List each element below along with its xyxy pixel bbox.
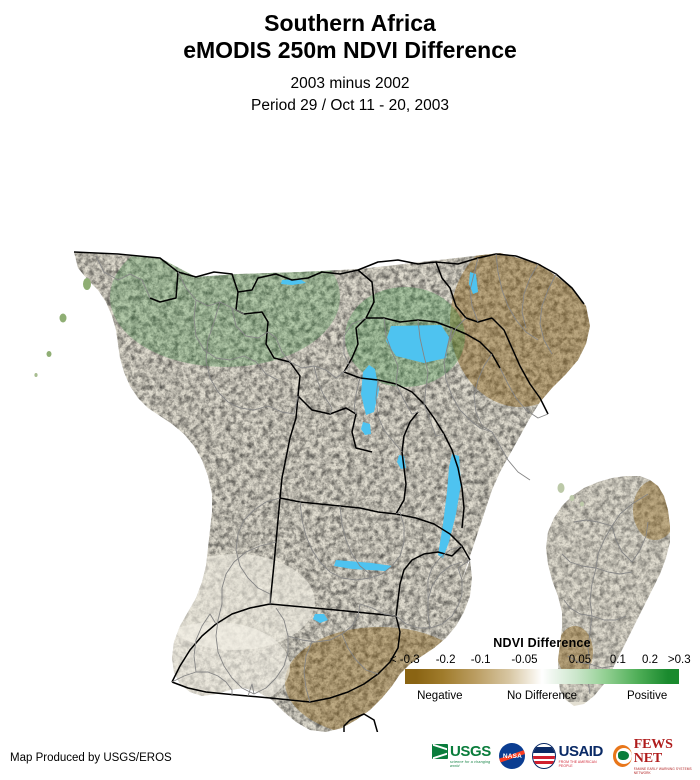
nasa-logo-text: NASA — [502, 752, 523, 760]
map-subtitle-line1: 2003 minus 2002 — [290, 75, 410, 92]
fewsnet-logo-text: FEWS NET — [633, 736, 673, 766]
legend-tick: -0.2 — [435, 654, 456, 666]
islands-group — [34, 278, 584, 507]
island-bioko — [83, 278, 91, 290]
lake-mweru — [361, 422, 371, 435]
ndvi-map[interactable] — [0, 122, 700, 732]
usaid-tagline: FROM THE AMERICAN PEOPLE — [558, 760, 597, 768]
map-subtitle-line2: Period 29 / Oct 11 - 20, 2003 — [251, 97, 449, 114]
island-comoros-3 — [580, 501, 584, 507]
lake-malawi — [438, 454, 461, 558]
legend-title: NDVI Difference — [493, 636, 591, 650]
map-title-line2: eMODIS 250m NDVI Difference — [183, 37, 517, 63]
legend-gradient-bar — [405, 669, 679, 684]
legend-category: Negative — [417, 690, 463, 702]
legend-tick: 0.05 — [568, 654, 592, 666]
usaid-logo-text: USAID — [558, 743, 604, 760]
legend-tick: 0.2 — [642, 654, 659, 666]
title-block: Southern Africa eMODIS 250m NDVI Differe… — [0, 10, 700, 117]
map-title-line1: Southern Africa — [264, 10, 436, 36]
island-annobon — [34, 373, 38, 377]
water-bodies — [281, 272, 478, 623]
usaid-seal-icon — [532, 743, 556, 769]
usaid-logo[interactable]: USAID FROM THE AMERICAN PEOPLE — [532, 741, 605, 771]
lake-victoria — [386, 325, 449, 363]
usgs-mark-icon — [432, 744, 448, 759]
legend-tick-labels: < -0.3 -0.2 -0.1 -0.05 0.05 0.1 0.2 >0.3 — [390, 653, 691, 668]
island-sao-tome — [59, 313, 67, 323]
legend-tick: -0.1 — [470, 654, 491, 666]
usgs-logo[interactable]: USGS science for a changing world — [432, 741, 492, 771]
fewsnet-logo[interactable]: FEWS NET FAMINE EARLY WARNING SYSTEMS NE… — [612, 736, 700, 775]
usgs-logo-text: USGS — [450, 743, 491, 760]
lake-turkana — [469, 272, 478, 294]
island-comoros-2 — [569, 495, 575, 501]
legend-tick: < -0.3 — [389, 654, 420, 666]
legend-category-labels: Negative No Difference Positive — [396, 688, 688, 705]
legend-tick: 0.1 — [609, 654, 626, 666]
admin-boundaries — [95, 253, 557, 703]
fewsnet-globe-icon — [612, 745, 632, 767]
legend-tick: >0.3 — [667, 654, 691, 666]
ndvi-patch-mada-sw — [557, 626, 593, 678]
fewsnet-tagline: FAMINE EARLY WARNING SYSTEMS NETWORK — [633, 766, 692, 775]
lake-kariba — [334, 560, 392, 571]
nasa-logo[interactable]: NASA — [499, 741, 526, 771]
congo-river — [281, 279, 306, 285]
map-credit: Map Produced by USGS/EROS — [10, 752, 172, 764]
map-canvas — [0, 122, 700, 732]
legend-category: Positive — [626, 690, 668, 702]
usgs-tagline: science for a changing world — [450, 760, 491, 768]
lake-tanganyika — [361, 365, 379, 415]
legend-category: No Difference — [506, 690, 578, 702]
island-comoros-1 — [557, 483, 565, 493]
island-principe — [46, 351, 52, 357]
okavango-delta — [313, 614, 328, 623]
nasa-meatball-icon: NASA — [499, 743, 526, 769]
map-legend: NDVI Difference < -0.3 -0.2 -0.1 -0.05 0.05 0… — [390, 636, 691, 705]
legend-tick: -0.05 — [511, 654, 538, 666]
agency-logos: USGS science for a changing world NASA U… — [432, 736, 700, 775]
